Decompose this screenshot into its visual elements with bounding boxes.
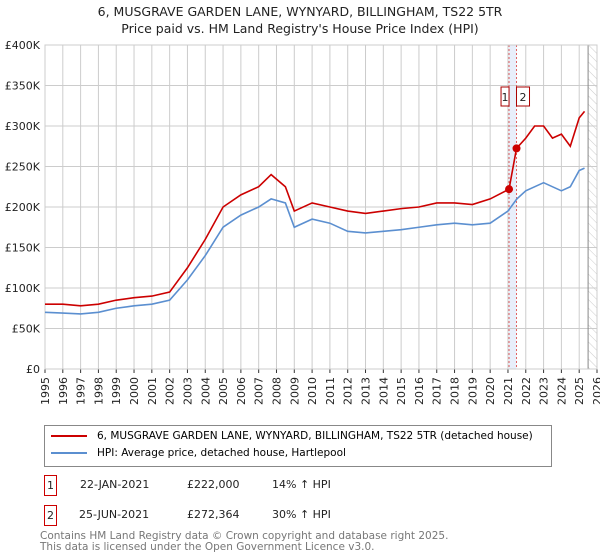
- transaction-marker: 2: [44, 505, 57, 526]
- sale-label: 2: [520, 91, 527, 104]
- sale-label: 1: [502, 91, 509, 104]
- x-tick-label: 2000: [128, 377, 141, 405]
- x-tick-label: 2018: [449, 377, 462, 405]
- x-tick-label: 2010: [306, 377, 319, 405]
- chart-subtitle: Price paid vs. HM Land Registry's House …: [121, 21, 479, 36]
- x-tick-label: 2007: [253, 377, 266, 405]
- footer: Contains HM Land Registry data © Crown c…: [40, 531, 448, 553]
- x-tick-label: 1995: [39, 377, 52, 405]
- sale-point: [512, 144, 521, 153]
- transaction-marker: 1: [44, 475, 57, 496]
- transaction-price: £222,000: [187, 478, 240, 491]
- x-tick-label: 2023: [538, 377, 551, 405]
- x-tick-label: 2017: [431, 377, 444, 405]
- legend-blue-line: [51, 452, 87, 454]
- legend: 6, MUSGRAVE GARDEN LANE, WYNYARD, BILLIN…: [44, 425, 552, 467]
- x-tick-label: 2022: [520, 377, 533, 405]
- x-tick-label: 2021: [502, 377, 515, 405]
- x-tick-label: 2020: [484, 377, 497, 405]
- y-tick-label: £350K: [5, 80, 41, 93]
- sale-point: [505, 185, 514, 194]
- y-tick-label: £300K: [5, 120, 41, 133]
- x-tick-label: 2015: [395, 377, 408, 405]
- x-tick-label: 2008: [270, 377, 283, 405]
- y-tick-label: £0: [26, 363, 40, 376]
- price-chart: 1995 1996 1997 1998 1999 2000 2001 2002 2003 2004…: [5, 39, 600, 405]
- sale-label-box: [500, 86, 510, 107]
- series-line: [45, 110, 586, 307]
- plot-frame: [44, 44, 598, 370]
- sale-label-box: [516, 86, 531, 107]
- x-tick-label: 2001: [146, 377, 159, 405]
- x-tick-label: 1998: [92, 377, 105, 405]
- x-tick-label: 1999: [110, 377, 123, 405]
- transaction-hpi: 14% ↑ HPI: [272, 478, 331, 491]
- x-tick-label: 2016: [413, 377, 426, 405]
- legend-property: 6, MUSGRAVE GARDEN LANE, WYNYARD, BILLIN…: [97, 430, 533, 442]
- x-tick-label: 1996: [57, 377, 70, 405]
- x-tick-label: 2006: [235, 377, 248, 405]
- x-tick-label: 2004: [199, 377, 212, 405]
- x-tick-label: 2025: [573, 377, 586, 405]
- x-tick-label: 2012: [342, 377, 355, 405]
- footer-line-2: This data is licensed under the Open Gov…: [40, 541, 375, 553]
- footer-line-1: Contains HM Land Registry data © Crown c…: [40, 530, 449, 542]
- transaction-hpi: 30% ↑ HPI: [272, 508, 331, 521]
- y-tick-label: £250K: [5, 161, 41, 174]
- legend-red-line: [51, 435, 87, 437]
- x-tick-label: 2005: [217, 377, 230, 405]
- x-tick-label: 2014: [377, 377, 390, 405]
- x-tick-label: 2019: [466, 377, 479, 405]
- x-tick-label: 2013: [360, 377, 373, 405]
- series-line: [44, 167, 585, 315]
- y-tick-label: £50K: [12, 323, 41, 336]
- legend-hpi: HPI: Average price, detached house, Hart…: [97, 447, 346, 459]
- x-tick-label: 1997: [75, 377, 88, 405]
- x-tick-label: 2009: [288, 377, 301, 405]
- transaction-date: 22-JAN-2021: [80, 478, 150, 491]
- x-tick-label: 2011: [324, 377, 337, 405]
- y-tick-label: £150K: [5, 242, 41, 255]
- y-tick-label: £100K: [5, 282, 41, 295]
- transaction-price: £272,364: [187, 508, 240, 521]
- transaction-date: 25-JUN-2021: [79, 508, 150, 521]
- x-tick-label: 2002: [164, 377, 177, 405]
- chart-title: 6, MUSGRAVE GARDEN LANE, WYNYARD, BILLIN…: [97, 4, 503, 19]
- x-tick-label: 2003: [181, 377, 194, 405]
- x-tick-label: 2026: [591, 377, 600, 405]
- y-tick-label: £400K: [5, 39, 41, 52]
- y-tick-label: £200K: [5, 201, 41, 214]
- x-tick-label: 2024: [555, 377, 568, 405]
